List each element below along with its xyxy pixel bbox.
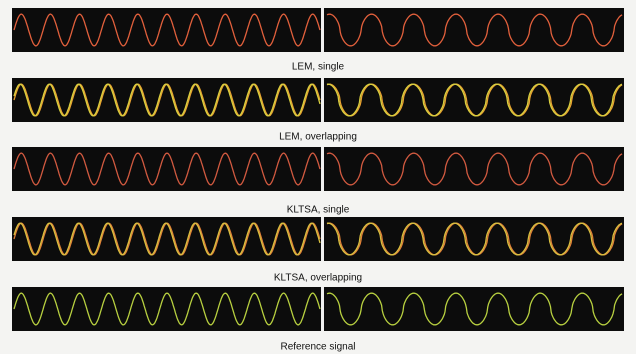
caption: LEM, overlapping — [279, 132, 357, 143]
signal-panel — [12, 78, 624, 122]
page: LEM, single LEM, overlapping KLTSA, single… — [0, 0, 636, 354]
figure: LEM, single LEM, overlapping KLTSA, single… — [0, 0, 636, 354]
panel-divider — [321, 8, 324, 52]
signal-panel — [12, 147, 624, 191]
panel-divider — [321, 217, 324, 261]
caption: KLTSA, single — [287, 205, 350, 216]
signal-panel — [12, 217, 624, 261]
panel-divider — [321, 147, 324, 191]
signal-panel — [12, 8, 624, 52]
caption: KLTSA, overlapping — [274, 273, 362, 284]
panel-divider — [321, 78, 324, 122]
panel-divider — [321, 287, 324, 331]
signal-panel — [12, 287, 624, 331]
caption: LEM, single — [292, 62, 345, 73]
caption: Reference signal — [280, 342, 355, 353]
